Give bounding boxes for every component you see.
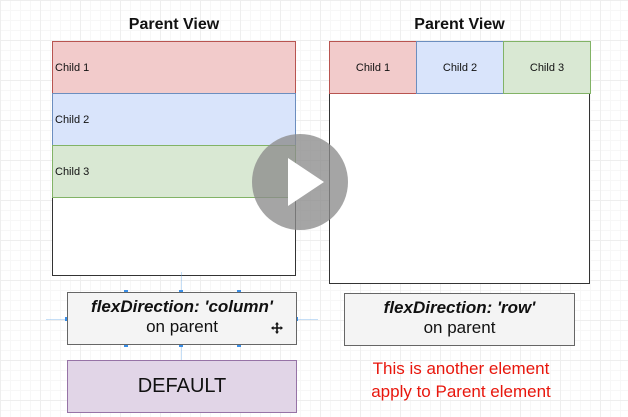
left-child-1-label: Child 1 [55, 61, 90, 74]
right-flex-direction-label: flexDirection: 'row' on parent [344, 293, 575, 346]
right-child-1-label: Child 1 [355, 61, 391, 74]
left-flex-direction-text: flexDirection: 'column' [91, 297, 273, 316]
note-line-1: This is another element [372, 359, 550, 378]
default-label-text: DEFAULT [137, 375, 227, 397]
left-parent-title: Parent View [128, 16, 220, 33]
note-text: This is another element apply to Parent … [330, 357, 592, 403]
right-parent-title: Parent View [414, 16, 505, 33]
left-parent-view: Child 1 Child 2 Child 3 [52, 41, 296, 276]
left-child-3-label: Child 3 [55, 165, 90, 178]
left-on-parent-text: on parent [146, 317, 218, 336]
play-button[interactable] [252, 134, 348, 230]
left-child-2: Child 2 [52, 93, 296, 146]
right-child-3: Child 3 [503, 41, 591, 94]
note-line-2: apply to Parent element [371, 382, 551, 401]
right-child-2: Child 2 [416, 41, 504, 94]
right-on-parent-text: on parent [423, 318, 496, 337]
left-child-1: Child 1 [52, 41, 296, 94]
selection-handle[interactable] [237, 343, 241, 347]
selection-handle[interactable] [124, 343, 128, 347]
move-cursor-icon [271, 321, 283, 334]
right-parent-view: Child 1 Child 2 Child 3 [329, 41, 591, 284]
right-child-1: Child 1 [329, 41, 417, 94]
right-flex-direction-text: flexDirection: 'row' [383, 298, 536, 317]
play-icon [288, 158, 324, 206]
default-label-box: DEFAULT [67, 360, 297, 413]
left-child-2-label: Child 2 [55, 113, 90, 126]
right-child-3-label: Child 3 [529, 61, 565, 74]
selection-handle[interactable] [179, 343, 183, 347]
right-child-2-label: Child 2 [442, 61, 478, 74]
left-flex-direction-label[interactable]: flexDirection: 'column' on parent [67, 292, 297, 345]
